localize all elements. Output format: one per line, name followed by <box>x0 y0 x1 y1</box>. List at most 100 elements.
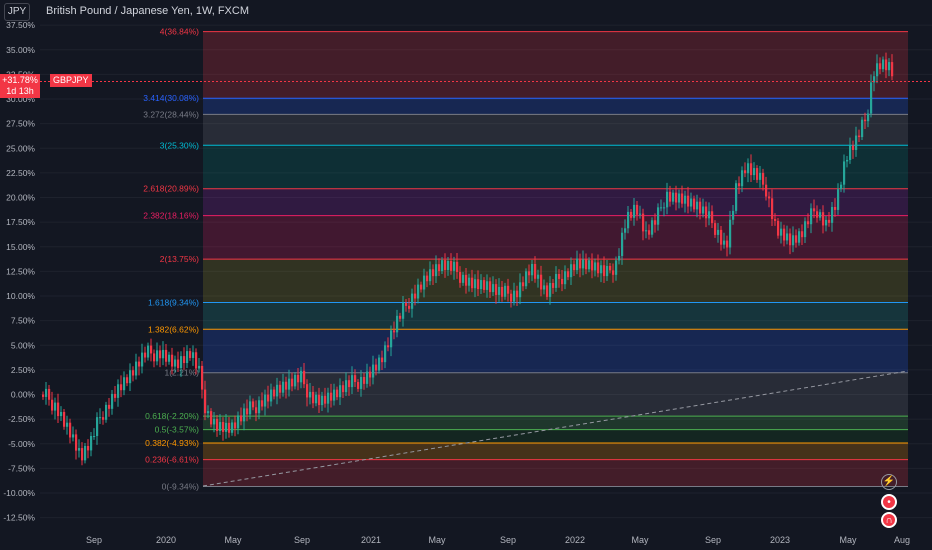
candle-body <box>630 211 633 218</box>
candle-body <box>777 220 780 236</box>
y-axis-label: -10.00% <box>3 488 35 498</box>
candle-body <box>528 271 531 276</box>
candle-body <box>303 370 306 385</box>
y-axis-label: -7.50% <box>8 463 35 473</box>
candle-body <box>891 62 894 77</box>
candle-body <box>519 282 522 298</box>
candle-body <box>87 445 90 451</box>
candle-body <box>387 345 390 348</box>
candle-body <box>882 59 885 70</box>
candle-body <box>846 159 849 162</box>
candle-body <box>300 370 303 383</box>
candle-body <box>879 63 882 70</box>
candle-body <box>522 282 525 287</box>
fib-band <box>203 372 908 417</box>
candle-body <box>81 448 84 461</box>
candle-body <box>321 395 324 406</box>
candle-body <box>771 198 774 220</box>
candle-body <box>447 260 450 270</box>
candle-body <box>726 240 729 248</box>
candle-body <box>399 315 402 319</box>
candle-body <box>678 193 681 203</box>
x-axis-label: 2023 <box>770 535 790 545</box>
alert-icon[interactable]: • <box>881 494 897 510</box>
y-axis-label: 22.50% <box>6 168 35 178</box>
candle-body <box>831 206 834 223</box>
candle-body <box>294 374 297 387</box>
candle-body <box>342 385 345 393</box>
candle-body <box>567 271 570 278</box>
fib-band <box>203 443 908 460</box>
candle-body <box>432 269 435 277</box>
candle-body <box>267 394 270 402</box>
candle-body <box>489 281 492 293</box>
candle-body <box>537 274 540 279</box>
fib-band <box>203 416 908 430</box>
candle-body <box>450 260 453 271</box>
candle-body <box>618 255 621 261</box>
candle-body <box>435 264 438 277</box>
y-axis-label: 2.50% <box>11 365 36 375</box>
current-value: +31.78% <box>2 75 38 85</box>
candle-body <box>717 229 720 235</box>
symbol-search-button[interactable]: JPY <box>4 3 30 21</box>
y-axis-label: 10.00% <box>6 291 35 301</box>
candle-body <box>627 211 630 229</box>
candle-body <box>795 235 798 243</box>
y-axis-label: 25.00% <box>6 143 35 153</box>
trend-line[interactable] <box>202 370 909 487</box>
y-axis-label: 12.50% <box>6 266 35 276</box>
candle-body <box>429 269 432 282</box>
candle-body <box>492 284 495 293</box>
candle-body <box>72 434 75 438</box>
candle-body <box>525 271 528 287</box>
candle-body <box>168 354 171 362</box>
magnet-icon[interactable]: ∩ <box>881 512 897 528</box>
candle-body <box>810 208 813 225</box>
candle-body <box>633 204 636 218</box>
candle-body <box>765 184 768 197</box>
y-axis-label: 30.00% <box>6 94 35 104</box>
candle-body <box>837 189 840 210</box>
candle-body <box>93 435 96 437</box>
candle-body <box>816 211 819 218</box>
candle-body <box>801 231 804 238</box>
candle-body <box>861 119 864 138</box>
current-value-badge: +31.78% 1d 13h <box>0 74 40 98</box>
candle-body <box>540 274 543 290</box>
candle-body <box>60 411 63 417</box>
candle-body <box>666 191 669 208</box>
candle-body <box>786 233 789 241</box>
candle-body <box>711 211 714 224</box>
candle-body <box>747 163 750 174</box>
fib-level-label: 1.382(6.62%) <box>148 324 199 334</box>
lightning-icon[interactable]: ⚡ <box>881 474 897 490</box>
candle-body <box>261 400 264 407</box>
y-axis-label: 0.00% <box>11 390 36 400</box>
candle-body <box>273 389 276 397</box>
x-axis-label: 2022 <box>565 535 585 545</box>
candle-body <box>840 184 843 190</box>
candle-body <box>231 422 234 433</box>
candle-body <box>222 422 225 432</box>
candle-body <box>381 357 384 363</box>
candle-body <box>234 422 237 429</box>
candle-body <box>246 408 249 415</box>
candle-body <box>780 228 783 236</box>
fib-band <box>203 98 908 115</box>
candle-body <box>759 172 762 180</box>
y-axis-label: 35.00% <box>6 45 35 55</box>
x-axis-label: May <box>428 535 446 545</box>
candle-body <box>249 401 252 415</box>
candle-body <box>333 389 336 401</box>
candle-body <box>591 260 594 271</box>
candle-body <box>237 415 240 429</box>
candle-body <box>54 402 57 411</box>
candle-body <box>654 220 657 225</box>
candle-body <box>375 364 378 371</box>
x-axis-label: Aug <box>894 535 910 545</box>
candle-body <box>42 394 45 397</box>
candle-body <box>792 235 795 246</box>
candle-body <box>669 191 672 202</box>
